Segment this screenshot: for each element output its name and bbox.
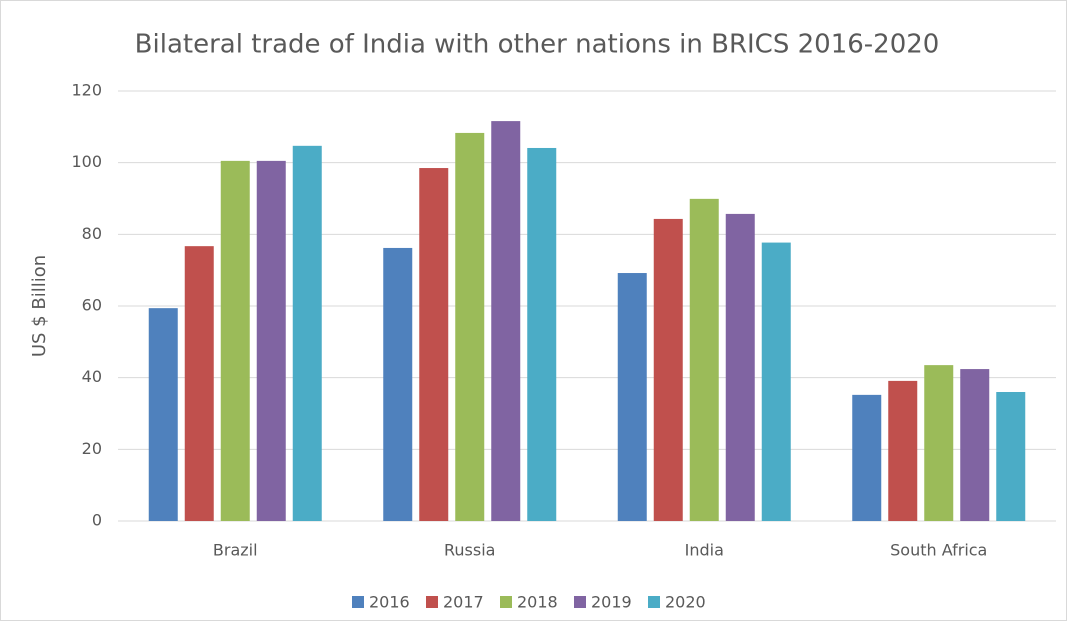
bar (653, 218, 683, 522)
legend-label: 2016 (369, 593, 410, 612)
y-tick-label: 120 (71, 81, 102, 100)
legend-label: 2020 (665, 593, 706, 612)
y-axis-label: US $ Billion (29, 255, 50, 357)
chart-title: Bilateral trade of India with other nati… (135, 30, 940, 60)
bar (455, 132, 485, 522)
y-tick-label: 0 (92, 511, 102, 530)
y-tick-label: 100 (71, 152, 102, 171)
x-tick-label: India (685, 541, 724, 560)
bar (852, 394, 882, 521)
y-tick-label: 60 (82, 296, 102, 315)
bar (292, 145, 322, 521)
legend-swatch (648, 596, 660, 608)
bar (383, 247, 413, 521)
legend-swatch (500, 596, 512, 608)
bar (491, 121, 521, 521)
legend-label: 2019 (591, 593, 632, 612)
bar (419, 168, 449, 521)
legend-swatch (574, 596, 586, 608)
y-tick-label: 20 (82, 439, 102, 458)
bar (184, 246, 214, 522)
bar (617, 273, 647, 521)
legend-swatch (426, 596, 438, 608)
bar (148, 308, 178, 521)
bar (256, 160, 286, 521)
legend-label: 2018 (517, 593, 558, 612)
bar (888, 380, 918, 521)
legend-swatch (352, 596, 364, 608)
x-tick-label: Russia (444, 541, 495, 560)
bar (761, 242, 791, 521)
bar (996, 392, 1026, 521)
x-tick-label: Brazil (213, 541, 258, 560)
bar (689, 198, 719, 521)
bar (725, 213, 755, 522)
bar (220, 160, 250, 521)
x-tick-label: South Africa (890, 541, 987, 560)
bar (527, 147, 557, 521)
bar (924, 365, 954, 521)
y-tick-label: 80 (82, 224, 102, 243)
legend-label: 2017 (443, 593, 484, 612)
y-tick-label: 40 (82, 367, 102, 386)
bar (960, 369, 990, 521)
